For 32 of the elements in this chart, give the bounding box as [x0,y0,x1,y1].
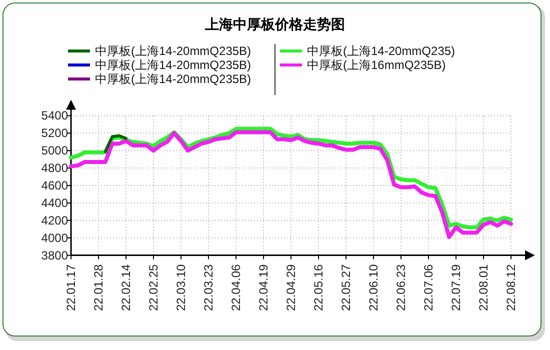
x-tick-label: 22.06.10 [366,264,380,312]
y-tick-label: 3800 [41,248,68,262]
x-tick-label: 22.08.12 [504,264,518,312]
x-tick-label: 22.01.28 [92,264,106,312]
x-tick-label: 22.04.19 [256,264,270,312]
legend-label: 中厚板(上海14-20mmQ235) [307,44,456,58]
x-tick-label: 22.04.06 [229,264,243,312]
legend-label: 中厚板(上海14-20mmQ235B) [95,72,252,86]
x-tick-label: 22.05.27 [339,264,353,312]
x-tick-label: 22.05.16 [312,264,326,312]
y-tick-label: 4800 [41,161,68,176]
x-tick-label: 22.03.10 [174,264,188,312]
legend-label: 中厚板(上海14-20mmQ235B) [95,44,252,58]
y-tick-label: 4000 [41,230,68,245]
x-tick-label: 22.06.23 [394,264,408,312]
y-tick-label: 4400 [41,196,68,210]
y-tick-label: 5200 [41,126,68,140]
x-tick-label: 22.03.23 [202,264,216,312]
x-tick-label: 22.01.17 [64,264,78,312]
y-tick-label: 5000 [41,144,68,158]
y-tick-label: 4600 [41,178,68,192]
y-tick-label: 5400 [41,108,68,123]
x-tick-label: 22.02.14 [119,264,133,312]
x-tick-label: 22.08.01 [476,264,490,312]
legend-label: 中厚板(上海16mmQ235B) [307,58,446,72]
x-tick-label: 22.02.25 [146,264,160,312]
x-tick-label: 22.04.29 [284,264,298,312]
x-tick-label: 22.07.06 [422,264,436,312]
x-tick-label: 22.07.19 [449,264,463,312]
y-tick-label: 4200 [41,213,68,228]
legend-label: 中厚板(上海14-20mmQ235B) [95,58,252,72]
chart-title: 上海中厚板价格走势图 [204,17,345,33]
